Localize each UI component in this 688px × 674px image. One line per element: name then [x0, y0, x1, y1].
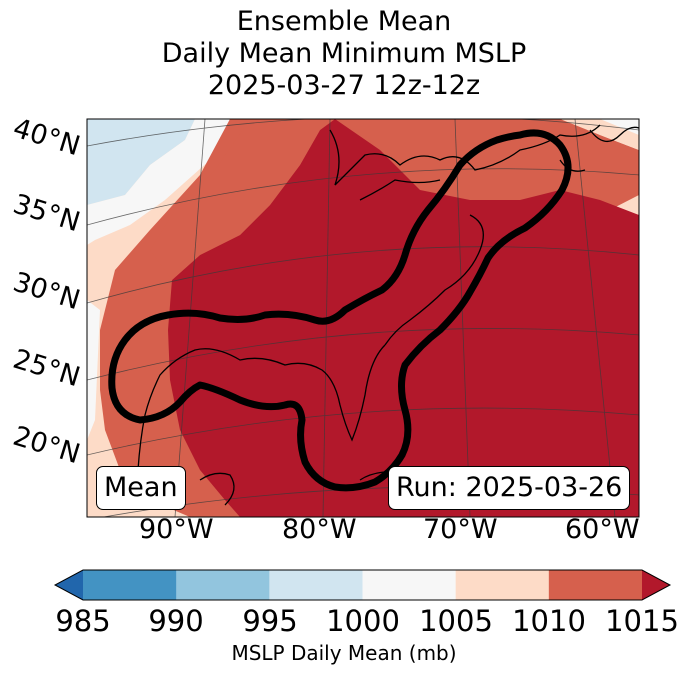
colorbar-tick-1000: 1000: [326, 604, 400, 638]
title-line-2: Daily Mean Minimum MSLP: [161, 38, 527, 69]
annotation-run: Run: 2025-03-26: [388, 466, 631, 510]
lon-label-80w: 80°W: [282, 514, 357, 545]
annotation-mean: Mean: [96, 466, 186, 510]
field-1000-1005: [87, 119, 230, 245]
field-995-1000: [87, 119, 195, 205]
title-line-1: Ensemble Mean: [236, 6, 452, 37]
map-frame: [86, 118, 640, 518]
colorbar-tick-1015: 1015: [605, 604, 679, 638]
field-1015-plus: [168, 119, 639, 517]
field-1005-1010-topright: [560, 119, 639, 150]
lon-label-60w: 60°W: [565, 514, 640, 545]
high-pressure-contour: [108, 129, 572, 492]
field-1000-1005-left: [87, 300, 100, 440]
colorbar-tick-995: 995: [242, 604, 298, 638]
title-line-3: 2025-03-27 12z-12z: [207, 70, 481, 101]
colorbar-tick-1010: 1010: [512, 604, 586, 638]
colorbar-tick-985: 985: [55, 604, 111, 638]
lon-label-70w: 70°W: [423, 514, 498, 545]
lon-label-90w: 90°W: [139, 514, 214, 545]
colorbar-tick-990: 990: [148, 604, 204, 638]
colorbar-tick-1005: 1005: [419, 604, 493, 638]
colorbar-label: MSLP Daily Mean (mb): [231, 641, 457, 665]
